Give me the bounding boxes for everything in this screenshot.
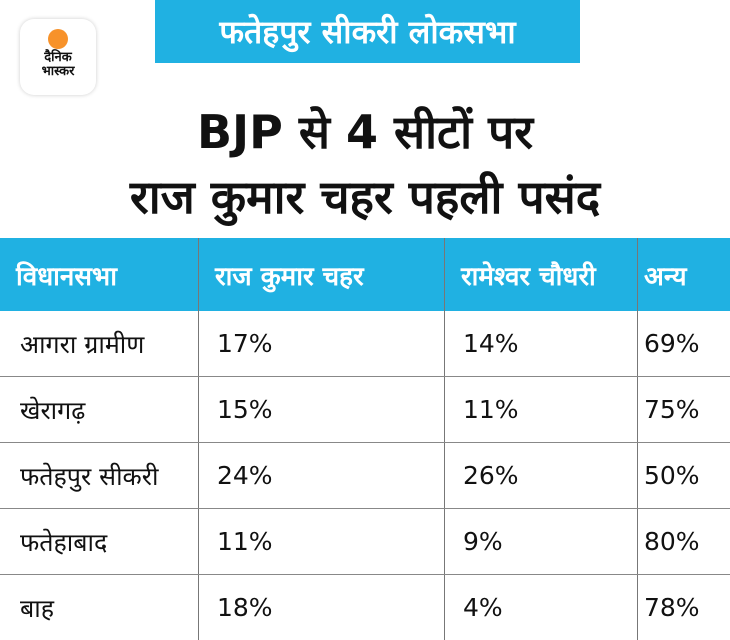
cell-assembly: फतेहाबाद: [0, 508, 199, 575]
table-row: आगरा ग्रामीण 17% 14% 69%: [0, 311, 730, 377]
cell-rameshwar-chaudhary: 26%: [444, 442, 638, 509]
logo-line2: भास्कर: [41, 64, 75, 79]
header-raj-kumar-chahar: राज कुमार चहर: [198, 238, 445, 311]
table-row: बाह 18% 4% 78%: [0, 574, 730, 640]
table-row: फतेहपुर सीकरी 24% 26% 50%: [0, 442, 730, 509]
cell-assembly: आगरा ग्रामीण: [0, 311, 199, 377]
cell-raj-kumar-chahar: 11%: [198, 508, 445, 575]
sun-icon: [48, 29, 68, 49]
headline-line1: BJP से 4 सीटों पर: [196, 105, 534, 159]
cell-raj-kumar-chahar: 24%: [198, 442, 445, 509]
headline-line2: राज कुमार चहर पहली पसंद: [129, 170, 601, 224]
cell-raj-kumar-chahar: 18%: [198, 574, 445, 640]
cell-rameshwar-chaudhary: 9%: [444, 508, 638, 575]
cell-raj-kumar-chahar: 15%: [198, 376, 445, 443]
table-row: फतेहाबाद 11% 9% 80%: [0, 508, 730, 575]
table-header-row: विधानसभा राज कुमार चहर रामेश्वर चौधरी अन…: [0, 238, 730, 311]
results-table: विधानसभा राज कुमार चहर रामेश्वर चौधरी अन…: [0, 238, 730, 640]
cell-others: 50%: [637, 442, 730, 509]
cell-raj-kumar-chahar: 17%: [198, 311, 445, 377]
cell-assembly: खेरागढ़: [0, 376, 199, 443]
constituency-banner: फतेहपुर सीकरी लोकसभा: [155, 0, 580, 63]
cell-others: 75%: [637, 376, 730, 443]
cell-rameshwar-chaudhary: 11%: [444, 376, 638, 443]
cell-others: 78%: [637, 574, 730, 640]
header-others: अन्य: [637, 238, 730, 311]
cell-others: 80%: [637, 508, 730, 575]
cell-others: 69%: [637, 311, 730, 377]
dainik-bhaskar-logo: दैनिक भास्कर: [20, 19, 96, 95]
cell-rameshwar-chaudhary: 14%: [444, 311, 638, 377]
table-row: खेरागढ़ 15% 11% 75%: [0, 376, 730, 443]
header-assembly: विधानसभा: [0, 238, 199, 311]
cell-assembly: बाह: [0, 574, 199, 640]
header-rameshwar-chaudhary: रामेश्वर चौधरी: [444, 238, 638, 311]
cell-rameshwar-chaudhary: 4%: [444, 574, 638, 640]
cell-assembly: फतेहपुर सीकरी: [0, 442, 199, 509]
logo-line1: दैनिक: [44, 50, 72, 65]
